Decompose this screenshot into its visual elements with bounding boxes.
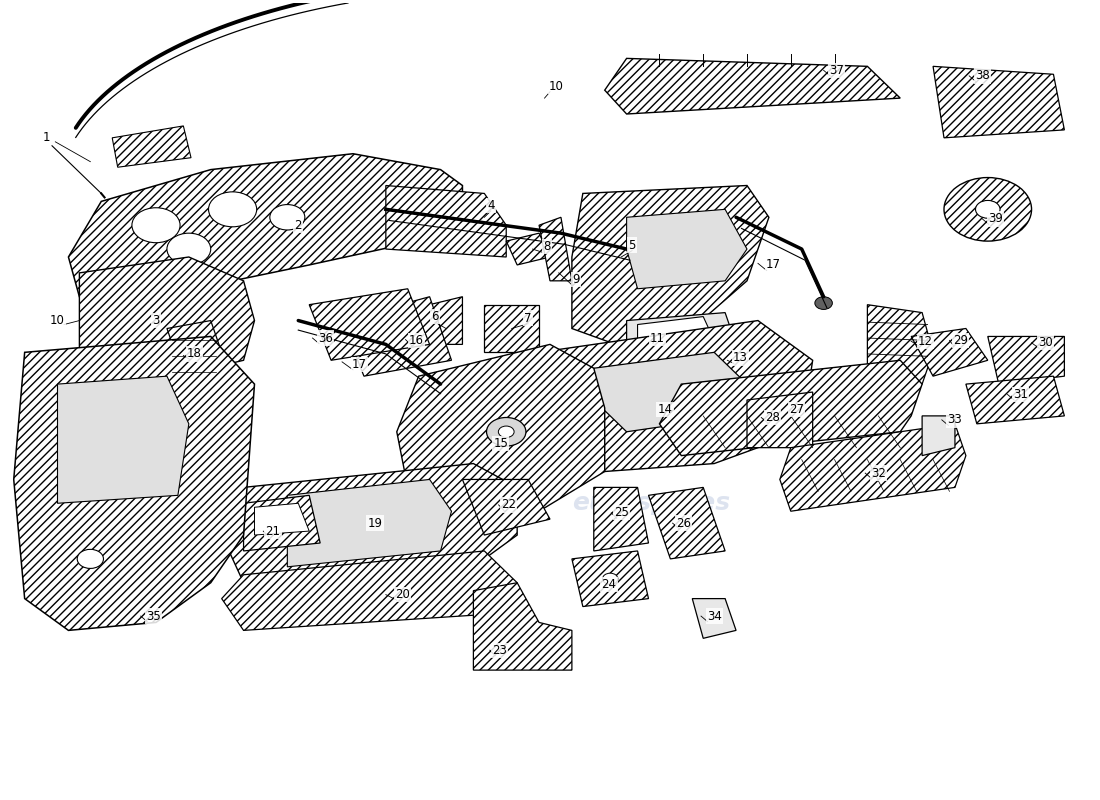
Text: 10: 10 [51, 314, 65, 327]
Text: 9: 9 [572, 273, 580, 286]
Polygon shape [222, 463, 517, 582]
Text: 23: 23 [492, 644, 507, 657]
Text: 11: 11 [650, 331, 664, 345]
Polygon shape [922, 416, 955, 456]
Polygon shape [342, 297, 451, 376]
Polygon shape [430, 297, 462, 344]
Text: 15: 15 [493, 437, 508, 450]
Polygon shape [254, 503, 309, 535]
Polygon shape [605, 58, 900, 114]
Circle shape [167, 233, 211, 265]
Polygon shape [868, 305, 933, 384]
Text: 14: 14 [658, 403, 672, 416]
Text: 30: 30 [1038, 336, 1053, 350]
Polygon shape [79, 257, 254, 376]
Polygon shape [747, 392, 813, 448]
Text: 34: 34 [706, 610, 722, 622]
Polygon shape [988, 337, 1065, 384]
Text: 31: 31 [1013, 388, 1028, 401]
Polygon shape [594, 487, 649, 551]
Text: 27: 27 [789, 403, 804, 416]
Text: 1: 1 [43, 131, 51, 144]
Polygon shape [397, 344, 605, 511]
Polygon shape [68, 154, 462, 297]
Polygon shape [627, 313, 736, 352]
Text: eurospares: eurospares [90, 404, 249, 428]
Circle shape [486, 418, 526, 446]
Text: 8: 8 [543, 240, 550, 253]
Text: 36: 36 [318, 331, 333, 345]
Polygon shape [287, 479, 451, 567]
Circle shape [976, 201, 1000, 218]
Text: 3: 3 [152, 314, 160, 327]
Circle shape [944, 178, 1032, 241]
Polygon shape [594, 352, 747, 432]
Polygon shape [539, 218, 572, 281]
Polygon shape [649, 487, 725, 559]
Polygon shape [462, 479, 550, 535]
Text: 17: 17 [352, 358, 367, 370]
Text: 37: 37 [829, 64, 844, 77]
Text: 35: 35 [146, 610, 162, 622]
Text: 13: 13 [733, 351, 748, 364]
Text: 25: 25 [614, 506, 628, 519]
Polygon shape [638, 317, 714, 348]
Text: 18: 18 [187, 347, 201, 361]
Circle shape [132, 208, 180, 242]
Circle shape [603, 573, 618, 584]
Polygon shape [911, 329, 988, 376]
Circle shape [498, 426, 514, 438]
Text: 26: 26 [676, 517, 691, 530]
Polygon shape [57, 376, 189, 503]
Text: 24: 24 [602, 578, 617, 591]
Polygon shape [692, 598, 736, 638]
Text: 28: 28 [764, 411, 780, 424]
Text: 4: 4 [487, 199, 495, 212]
Text: 29: 29 [953, 334, 968, 347]
Text: 39: 39 [988, 212, 1003, 226]
Polygon shape [112, 126, 191, 167]
Text: 7: 7 [525, 312, 532, 325]
Polygon shape [780, 424, 966, 511]
Polygon shape [222, 551, 517, 630]
Text: 6: 6 [431, 310, 439, 323]
Text: 10: 10 [549, 80, 564, 93]
Text: 2: 2 [295, 218, 302, 232]
Polygon shape [572, 186, 769, 344]
Text: 33: 33 [947, 414, 962, 426]
Polygon shape [243, 495, 320, 551]
Text: 17: 17 [766, 258, 781, 271]
Polygon shape [386, 186, 506, 257]
Circle shape [815, 297, 833, 310]
Polygon shape [167, 321, 232, 392]
Polygon shape [13, 337, 254, 630]
Circle shape [77, 550, 103, 569]
Text: 5: 5 [628, 238, 636, 251]
Polygon shape [539, 321, 813, 471]
Text: 38: 38 [975, 70, 990, 82]
Text: 20: 20 [395, 588, 409, 601]
Text: 22: 22 [500, 498, 516, 511]
Text: 16: 16 [409, 334, 424, 347]
Polygon shape [506, 233, 550, 265]
Polygon shape [933, 66, 1065, 138]
Polygon shape [627, 210, 747, 289]
Text: 19: 19 [367, 517, 383, 530]
Text: 12: 12 [917, 334, 933, 348]
Text: 21: 21 [265, 525, 280, 538]
Polygon shape [681, 344, 769, 392]
Polygon shape [309, 289, 430, 360]
Polygon shape [659, 360, 922, 456]
Circle shape [209, 192, 256, 227]
Polygon shape [572, 551, 649, 606]
Text: eurospares: eurospares [572, 491, 730, 515]
Polygon shape [484, 305, 539, 352]
Polygon shape [966, 376, 1065, 424]
Polygon shape [473, 582, 572, 670]
Text: 32: 32 [871, 466, 886, 479]
Circle shape [270, 205, 305, 230]
